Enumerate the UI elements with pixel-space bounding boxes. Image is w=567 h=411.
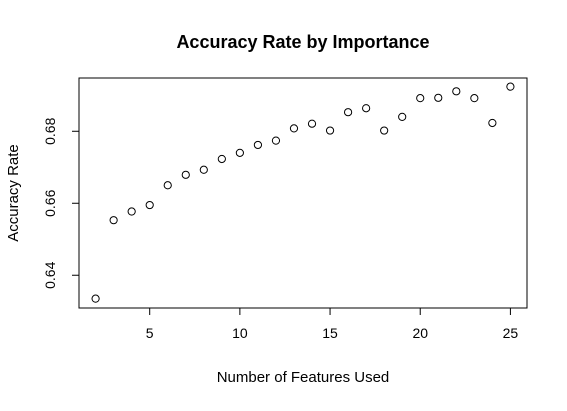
data-points [91, 82, 515, 303]
data-point [362, 104, 371, 113]
y-axis: 0.64 0.66 0.68 [42, 117, 80, 289]
data-point [325, 126, 335, 135]
data-point [289, 124, 299, 133]
data-point [307, 119, 317, 128]
data-point [199, 165, 208, 174]
data-point [488, 118, 497, 128]
data-point [380, 126, 389, 135]
data-point [235, 148, 244, 157]
data-point [343, 108, 353, 117]
data-point [271, 136, 281, 145]
data-point [163, 181, 172, 190]
data-point [127, 207, 136, 216]
data-point [434, 93, 443, 102]
x-tick-label: 20 [412, 325, 428, 341]
x-tick-label: 10 [232, 325, 248, 341]
data-point [145, 200, 154, 210]
x-tick-label: 5 [146, 325, 154, 341]
data-point [452, 87, 461, 96]
data-point [506, 82, 515, 91]
x-axis: 5 10 15 20 25 [146, 307, 519, 341]
data-point [470, 94, 479, 103]
data-point [416, 94, 425, 103]
plot-frame [78, 77, 528, 309]
data-point [109, 216, 118, 225]
data-point [398, 112, 407, 121]
data-point [217, 154, 226, 164]
x-tick-label: 25 [503, 325, 519, 341]
data-point [253, 140, 263, 150]
data-point [91, 294, 100, 303]
x-axis-label: Number of Features Used [217, 369, 390, 386]
y-axis-label: Accuracy Rate [5, 144, 22, 242]
y-tick-label: 0.64 [42, 261, 58, 288]
chart-title: Accuracy Rate by Importance [176, 32, 429, 52]
x-tick-label: 15 [322, 325, 338, 341]
y-tick-label: 0.66 [42, 189, 58, 216]
y-tick-label: 0.68 [42, 117, 58, 144]
data-point [181, 170, 190, 179]
